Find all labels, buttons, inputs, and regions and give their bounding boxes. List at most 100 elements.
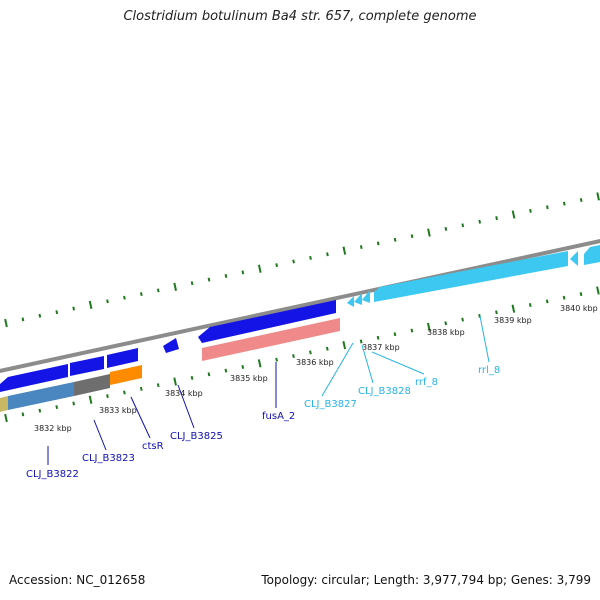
upper-tick-track — [4, 192, 600, 328]
upper-tick-mark — [224, 274, 228, 278]
upper-tick-mark — [173, 282, 177, 291]
upper-tick-mark — [190, 281, 194, 286]
lower-tick-mark — [38, 408, 42, 413]
clj-b3828-leader — [361, 344, 374, 384]
upper-tick-mark — [359, 245, 363, 250]
gene-label-ctsr[interactable]: ctsR — [142, 441, 164, 452]
upper-tick-mark — [376, 241, 380, 246]
gene-clj-b3825-arrow[interactable] — [163, 338, 179, 353]
upper-tick-mark — [309, 255, 312, 260]
upper-tick-mark — [123, 295, 126, 300]
clj-b3825-leader — [177, 384, 195, 429]
clj-b3823-leader — [93, 419, 107, 451]
gene-clj-b3822-arrow[interactable] — [0, 364, 68, 392]
tick-label: 3839 kbp — [494, 316, 532, 325]
gene-label-clj-b3822[interactable]: CLJ_B3822 — [26, 469, 79, 480]
feature-orange-segment[interactable] — [110, 365, 142, 385]
gene-rna-small-arrow[interactable] — [570, 251, 578, 266]
lower-tick-mark — [123, 390, 126, 395]
tick-label: 3837 kbp — [362, 343, 400, 352]
lower-tick-mark — [562, 295, 566, 300]
gene-rrf-8-arrow[interactable] — [362, 290, 370, 303]
lower-tick-mark — [495, 310, 498, 315]
tick-label: 3836 kbp — [296, 358, 334, 367]
upper-tick-mark — [55, 310, 59, 315]
gene-label-fusa-2[interactable]: fusA_2 — [262, 411, 295, 422]
feature-khaki-segment[interactable] — [0, 396, 8, 412]
lower-tick-mark — [359, 339, 363, 344]
gene-clj-b3823-arrow[interactable] — [70, 356, 104, 376]
rrf-8-leader — [371, 351, 425, 375]
clj-b3827-leader — [321, 342, 354, 397]
lower-tick-mark — [376, 335, 380, 340]
lower-tick-mark — [528, 303, 532, 307]
upper-tick-mark — [546, 205, 549, 210]
lower-tick-mark — [72, 401, 76, 406]
lower-tick-mark — [139, 386, 143, 391]
lower-tick-mark — [224, 368, 228, 373]
upper-tick-mark — [38, 313, 42, 318]
feature-gray-segment[interactable] — [74, 374, 110, 396]
gene-label-clj-b3828[interactable]: CLJ_B3828 — [358, 386, 411, 397]
lower-tick-mark — [342, 340, 347, 350]
upper-tick-mark — [139, 292, 143, 297]
gene-fusa-2-arrow[interactable] — [198, 300, 336, 343]
lower-tick-mark — [173, 377, 177, 386]
upper-tick-mark — [410, 234, 414, 239]
upper-tick-mark — [72, 306, 76, 311]
lower-tick-mark — [511, 304, 516, 313]
gene-rna-next-arrow[interactable] — [584, 244, 600, 265]
lower-tick-mark — [309, 350, 312, 355]
gene-rrl-8-arrow[interactable] — [374, 251, 568, 302]
lower-tick-mark — [393, 332, 397, 337]
lower-tick-mark — [21, 412, 25, 417]
tick-label: 3832 kbp — [34, 424, 72, 433]
upper-tick-mark — [207, 277, 211, 282]
tick-label: 3833 kbp — [99, 406, 137, 415]
lower-tick-track — [4, 286, 600, 423]
upper-tick-mark — [444, 226, 448, 231]
leader-line-group — [47, 315, 490, 465]
lower-tick-mark — [4, 413, 8, 423]
upper-tick-mark — [529, 208, 532, 213]
upper-tick-mark — [342, 246, 347, 255]
upper-tick-mark — [106, 299, 109, 304]
lower-tick-mark — [444, 321, 448, 326]
upper-tick-mark — [156, 288, 160, 293]
upper-tick-mark — [495, 216, 498, 221]
feature-salmon-segment[interactable] — [202, 318, 340, 361]
lower-tick-mark — [325, 346, 329, 351]
upper-tick-mark — [427, 228, 431, 237]
upper-tick-mark — [21, 317, 25, 322]
gene-label-clj-b3823[interactable]: CLJ_B3823 — [82, 453, 135, 464]
lower-tick-mark — [156, 383, 160, 388]
gene-clj-b3828-arrow[interactable] — [354, 293, 362, 305]
accession-text: Accession: NC_012658 — [9, 573, 146, 587]
gene-label-clj-b3827[interactable]: CLJ_B3827 — [304, 399, 357, 410]
lower-tick-mark — [207, 372, 211, 377]
upper-tick-mark — [461, 223, 465, 228]
lower-tick-mark — [426, 322, 431, 332]
gene-label-rrf-8[interactable]: rrf_8 — [415, 377, 438, 388]
upper-tick-mark — [511, 210, 516, 219]
upper-tick-mark — [257, 264, 262, 273]
upper-tick-mark — [562, 201, 566, 206]
feature-steel-segment[interactable] — [8, 382, 74, 410]
gene-label-rrl-8[interactable]: rrl_8 — [478, 365, 500, 376]
rrl-8-leader — [479, 315, 490, 363]
upper-tick-mark — [579, 198, 583, 202]
lower-tick-mark — [596, 286, 600, 295]
genome-title: Clostridium botulinum Ba4 str. 657, comp… — [123, 9, 477, 24]
lower-tick-mark — [257, 359, 262, 368]
ctsr-leader — [130, 396, 151, 439]
lower-tick-mark — [190, 375, 194, 380]
lower-tick-mark — [461, 317, 464, 322]
gene-label-clj-b3825[interactable]: CLJ_B3825 — [170, 431, 223, 442]
tick-label: 3834 kbp — [165, 389, 203, 398]
gene-clj-b3827-arrow[interactable] — [347, 296, 354, 307]
lower-tick-mark — [88, 395, 93, 404]
lower-tick-mark — [410, 328, 414, 333]
gene-ctsr-arrow[interactable] — [107, 348, 138, 368]
